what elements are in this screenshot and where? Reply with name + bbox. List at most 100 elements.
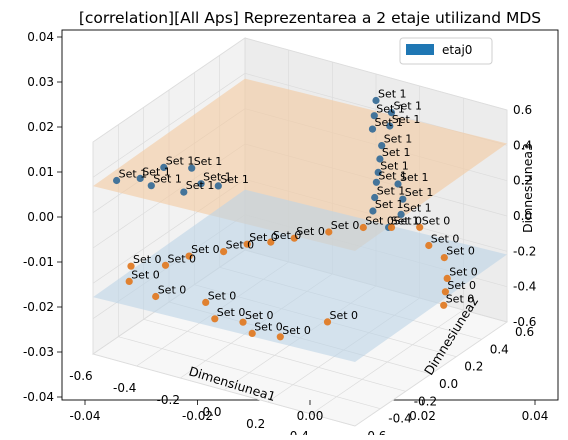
legend-swatch: [406, 44, 434, 55]
point-series0-8: [372, 96, 380, 105]
point-label-series0-13: Set 1: [384, 133, 413, 146]
point-series1-11: [387, 223, 396, 231]
left-tick-label: 0.02: [27, 120, 54, 134]
z-axis-label: Dimnesiunea3: [520, 143, 535, 233]
point-label-series1-2: Set 0: [168, 252, 197, 265]
point-label-series1-22: Set 0: [208, 289, 237, 302]
point-series1-22: [202, 298, 210, 306]
point-label-series1-6: Set 0: [249, 231, 278, 244]
x-tick-label: 0.4: [290, 429, 309, 435]
point-label-series1-8: Set 0: [296, 225, 325, 238]
point-series1-2: [161, 261, 170, 269]
point-series0-11: [368, 125, 377, 133]
x-tick-label: -0.4: [113, 381, 136, 395]
y-tick-label: -0.4: [388, 412, 411, 426]
point-series0-17: [371, 193, 379, 202]
point-series0-2: [160, 163, 168, 171]
left-tick-label: 0.01: [27, 165, 54, 179]
point-label-series1-14: Set 0: [446, 245, 475, 258]
point-label-series0-14: Set 1: [382, 146, 411, 159]
chart-title: [correlation][All Aps] Reprezentarea a 2…: [79, 9, 541, 27]
bottom-tick-label: -0.04: [69, 409, 100, 423]
point-label-series0-11: Set 1: [375, 116, 404, 129]
point-series0-4: [188, 164, 196, 172]
left-tick-label: 0.03: [27, 75, 54, 89]
point-label-series1-15: Set 0: [449, 265, 478, 278]
point-label-series0-5: Set 1: [186, 179, 215, 192]
point-label-series1-20: Set 0: [245, 309, 274, 322]
point-series0-5: [180, 188, 188, 196]
y-tick-label: 0.6: [515, 325, 534, 339]
z-tick-label: 0.0: [513, 209, 532, 223]
point-series0-19: [369, 207, 377, 215]
side-gridline-z: [244, 37, 508, 111]
point-label-series0-3: Set 1: [153, 173, 182, 186]
point-series1-23: [323, 318, 332, 326]
point-label-series0-4: Set 1: [194, 155, 223, 168]
point-series0-18: [394, 180, 402, 188]
point-series1-15: [443, 274, 451, 282]
point-series1-20: [239, 318, 247, 326]
point-label-series0-18: Set 1: [400, 171, 429, 184]
x-tick-label: 0.2: [246, 417, 265, 431]
floor-gridline-x: [354, 321, 508, 427]
z-tick-label: 0.2: [513, 174, 532, 188]
y-tick-label: 0.0: [439, 377, 458, 391]
point-series0-16: [372, 178, 380, 186]
point-series1-5: [220, 248, 228, 256]
point-series0-0: [113, 176, 121, 185]
point-series0-1: [136, 174, 144, 182]
z-tick-label: -0.2: [513, 244, 536, 258]
point-label-series1-7: Set 0: [273, 229, 302, 242]
point-label-series0-7: Set 1: [220, 173, 249, 186]
point-series0-21: [397, 210, 405, 218]
point-series0-9: [370, 112, 378, 120]
legend-label: etaj0: [442, 43, 472, 57]
point-series0-14: [376, 155, 384, 163]
point-label-series1-18: Set 0: [282, 324, 311, 337]
point-label-series0-16: Set 1: [378, 169, 407, 182]
data-points: [113, 96, 451, 341]
x-tick-label: -0.2: [157, 393, 180, 407]
x-tick-label: -0.6: [69, 369, 92, 383]
point-label-series1-12: Set 0: [422, 214, 451, 227]
point-series1-7: [267, 238, 275, 246]
point-series0-12: [386, 122, 394, 130]
y-tick-label: 0.4: [490, 342, 509, 356]
bottom-tick-label: 0.02: [409, 409, 436, 423]
point-label-series0-0: Set 1: [119, 168, 148, 181]
point-label-series0-6: Set 1: [203, 171, 232, 184]
point-label-series0-17: Set 1: [377, 185, 406, 198]
point-series0-20: [399, 195, 407, 203]
point-series1-0: [127, 262, 135, 270]
point-series1-4: [152, 292, 160, 301]
point-series1-9: [325, 228, 333, 236]
x-tick-label: 0.0: [202, 405, 221, 419]
point-series1-19: [248, 329, 256, 337]
back-gridline-z: [92, 73, 246, 178]
point-series1-3: [185, 252, 193, 260]
point-label-series1-19: Set 0: [254, 320, 283, 333]
point-series1-6: [243, 240, 251, 248]
point-series1-13: [425, 241, 433, 250]
left-tick-label: -0.04: [23, 390, 54, 404]
back-gridline-z: [92, 37, 246, 143]
bottom-tick-label: -0.02: [182, 409, 213, 423]
point-label-series0-12: Set 1: [392, 113, 421, 126]
z-tick-label: 0.4: [513, 138, 532, 152]
point-series0-3: [147, 182, 155, 190]
point-label-series1-4: Set 0: [158, 284, 187, 297]
point-series0-6: [197, 180, 205, 188]
point-series1-10: [359, 223, 367, 232]
fitted-plane-0: [93, 78, 507, 251]
point-series1-17: [440, 301, 448, 309]
point-label-series1-11: Set 0: [394, 214, 423, 227]
point-label-series0-21: Set 1: [403, 201, 432, 214]
y-tick-label: -0.2: [414, 394, 437, 408]
point-label-series1-3: Set 0: [191, 243, 220, 256]
fitted-plane-1: [93, 189, 507, 362]
point-label-series1-5: Set 0: [226, 239, 255, 252]
point-series0-10: [387, 109, 396, 117]
